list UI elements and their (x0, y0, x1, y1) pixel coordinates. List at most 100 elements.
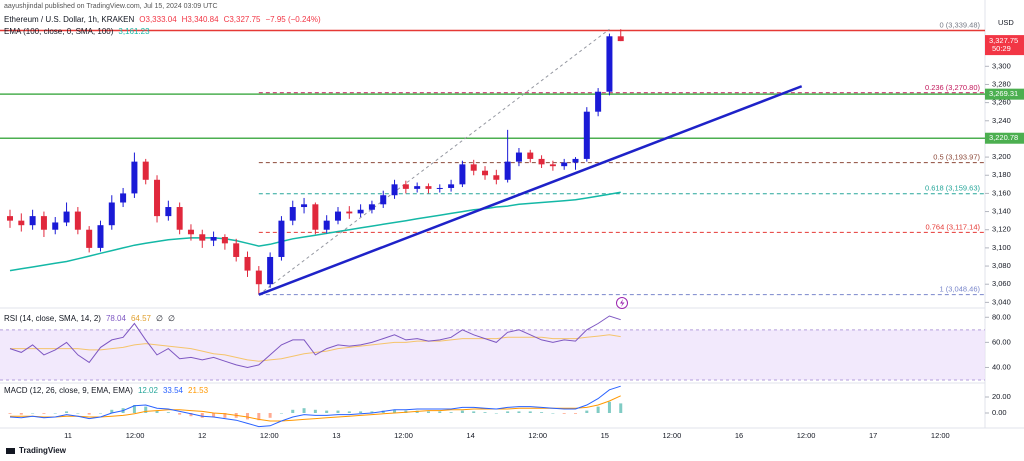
rsi-band (0, 329, 985, 380)
level-price-box (985, 88, 1024, 100)
macd-histogram-bar (426, 411, 430, 413)
candle-body (334, 211, 341, 221)
candle-body (176, 207, 183, 230)
candle-body (108, 202, 115, 226)
candle-body (52, 222, 59, 230)
fib-label: 0.236 (3,270.80) (925, 83, 981, 92)
macd-histogram-bar (562, 413, 566, 414)
macd-histogram-bar (393, 409, 397, 413)
macd-histogram-bar (8, 413, 12, 414)
macd-histogram-bar (223, 413, 227, 418)
macd-histogram-bar (110, 409, 114, 413)
macd-legend: MACD (12, 26, close, 9, EMA, EMA) (4, 386, 133, 395)
x-tick-label: 15 (601, 431, 609, 440)
macd-histogram-bar (596, 406, 600, 413)
macd-histogram-bar (607, 401, 611, 413)
x-tick-label: 12 (198, 431, 206, 440)
last-price-countdown: 50:29 (992, 44, 1011, 53)
footer-logo (6, 448, 15, 454)
candle-body (233, 243, 240, 257)
fib-label: 1 (3,048.46) (940, 285, 981, 294)
ohlc-readout: C3,327.75 (224, 15, 261, 24)
x-tick-label: 12:00 (663, 431, 682, 440)
candle-body (86, 229, 93, 248)
candle-body (187, 229, 194, 235)
candle-body (142, 161, 149, 180)
published-note: aayushjindal published on TradingView.co… (4, 3, 218, 10)
macd-histogram-bar (19, 413, 23, 415)
candle-body (131, 161, 138, 194)
macd-histogram-bar (178, 413, 182, 415)
fib-label: 0.764 (3,117.14) (926, 222, 981, 231)
candle-body (436, 187, 443, 189)
x-tick-label: 12:00 (260, 431, 279, 440)
rsi-readout: 78.04 (106, 314, 127, 323)
macd-histogram-bar (483, 412, 487, 413)
ohlc-readout: O3,333.04 (139, 15, 177, 24)
macd-histogram-bar (302, 408, 306, 413)
rsi-readout: ∅ (168, 314, 175, 323)
candle-body (595, 91, 602, 112)
rsi-y-tick-label: 60.00 (992, 337, 1011, 346)
candle-body (244, 256, 251, 271)
macd-histogram-bar (528, 411, 532, 413)
level-price-box (985, 132, 1024, 144)
fib-label: 0.5 (3,193.97) (933, 153, 980, 162)
symbol-title: Ethereum / U.S. Dollar, 1h, KRAKEN (4, 15, 134, 24)
candle-body (267, 256, 274, 285)
candle-body (18, 220, 25, 226)
candle-body (391, 184, 398, 196)
macd-histogram-bar (257, 413, 261, 421)
rsi-readout: 64.57 (131, 314, 152, 323)
y-tick-label: 3,100 (992, 243, 1011, 252)
macd-histogram-bar (449, 412, 453, 413)
macd-histogram-bar (65, 411, 69, 413)
y-tick-label: 3,240 (992, 116, 1011, 125)
candle-body (538, 158, 545, 165)
candle-body (278, 220, 285, 257)
candle-body (606, 36, 613, 92)
macd-line (9, 385, 621, 428)
rsi-legend: RSI (14, close, SMA, 14, 2) (4, 314, 101, 323)
x-tick-label: 12:00 (797, 431, 816, 440)
candle-body (459, 164, 466, 185)
fib-diagonal (258, 28, 610, 296)
macd-histogram-bar (42, 413, 46, 414)
macd-histogram-bar (585, 410, 589, 413)
y-tick-label: 3,180 (992, 170, 1011, 179)
candle-body (255, 270, 262, 285)
rsi-ma-line (10, 334, 621, 362)
candle-body (74, 211, 81, 230)
macd-histogram-bar (53, 413, 57, 414)
candle-body (210, 236, 217, 241)
y-tick-label: 3,200 (992, 152, 1011, 161)
y-tick-label: 3,280 (992, 79, 1011, 88)
macd-histogram-bar (313, 409, 317, 413)
macd-readout: 12.02 (138, 386, 159, 395)
macd-histogram-bar (619, 403, 623, 413)
last-price-box (985, 35, 1024, 56)
candle-body (301, 204, 308, 208)
macd-histogram-bar (246, 413, 250, 420)
macd-histogram-bar (166, 412, 170, 413)
x-tick-label: 12:00 (126, 431, 145, 440)
candle-body (7, 216, 13, 221)
macd-y-tick-label: 20.00 (992, 392, 1011, 401)
macd-histogram-bar (438, 411, 442, 413)
candle-body (199, 234, 206, 241)
candle-body (617, 36, 624, 42)
macd-histogram-bar (325, 410, 329, 413)
x-tick-label: 16 (735, 431, 743, 440)
macd-histogram-bar (494, 413, 498, 414)
macd-histogram-bar (31, 413, 35, 414)
y-tick-label: 3,060 (992, 279, 1011, 288)
candle-body (368, 204, 375, 210)
candle-body (504, 161, 511, 180)
rsi-readout: ∅ (156, 314, 163, 323)
ema-readout: 3,161.23 (118, 27, 150, 36)
x-tick-label: 17 (869, 431, 877, 440)
candle-body (29, 216, 36, 226)
macd-histogram-bar (506, 411, 510, 413)
macd-histogram-bar (98, 413, 102, 414)
macd-histogram-bar (279, 413, 283, 414)
